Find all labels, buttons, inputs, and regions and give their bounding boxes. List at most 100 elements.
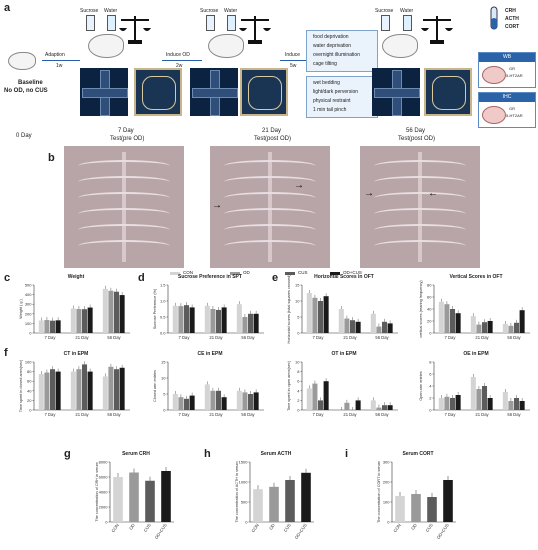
- bar-cus: [318, 301, 324, 333]
- panel-letter-h: h: [204, 448, 211, 460]
- bar-od: [108, 290, 114, 333]
- legend-swatch-cus: [285, 272, 295, 275]
- palate-photo-day7: [64, 146, 184, 268]
- bar-od: [312, 383, 318, 410]
- y-tick-label: 100: [383, 500, 390, 505]
- x-tick-label: 56 Day: [507, 412, 521, 417]
- y-tick-label: 2: [429, 396, 432, 401]
- y-tick-label: 1.5: [160, 283, 166, 288]
- y-tick-label: 8: [297, 369, 300, 374]
- day56-label: 56 Day: [406, 128, 426, 134]
- plus-maze-3: [372, 68, 420, 116]
- water-label-2: Water: [224, 8, 238, 14]
- assay-cort: CORT: [505, 24, 520, 30]
- bar-con: [395, 496, 405, 522]
- wb-box: WB GR 5-HT2AR: [478, 52, 536, 88]
- bar-od: [476, 324, 482, 333]
- adaption-label: Adaption: [45, 52, 65, 58]
- x-tick-label: 56 Day: [507, 335, 521, 340]
- y-tick-label: 200: [25, 311, 32, 316]
- bar-od-cus: [119, 295, 125, 333]
- bar-cus: [450, 398, 456, 410]
- bar-con: [102, 288, 108, 333]
- induce-od-arrow: [162, 60, 202, 61]
- bar-od-cus: [301, 472, 311, 522]
- panel-letter-g: g: [64, 448, 71, 460]
- bar-cus: [216, 390, 222, 410]
- week2-label: 2w: [176, 63, 183, 69]
- y-tick-label: 0: [297, 331, 300, 336]
- x-tick-label: 21 Day: [475, 412, 489, 417]
- y-tick-label: 10: [295, 299, 300, 304]
- bar-cus: [382, 321, 388, 333]
- bar-con: [38, 374, 44, 410]
- x-tick-label: CUS: [283, 523, 292, 533]
- baseline-label: Baseline: [18, 80, 43, 86]
- bar-od-cus: [487, 398, 493, 410]
- bar-cus: [50, 320, 56, 333]
- ihc-marker-5ht2ar: 5-HT2AR: [506, 113, 523, 118]
- bar-con: [204, 384, 210, 410]
- bar-con: [502, 392, 508, 410]
- bar-od-cus: [119, 367, 125, 410]
- bar-con: [502, 324, 508, 333]
- bar-con: [438, 301, 444, 333]
- y-tick-label: 100: [25, 360, 32, 365]
- chart-e1: Horizontal Scores in OFT 0 5 10 15 Horizontal…: [287, 274, 398, 344]
- palate-photo-day56: → ←: [360, 146, 480, 268]
- bar-od: [376, 326, 382, 333]
- bar-od-cus: [487, 321, 493, 333]
- plus-maze-1: [80, 68, 128, 116]
- y-axis-label: Sucrose Preference (%): [153, 288, 157, 329]
- bar-cus: [50, 369, 56, 410]
- bar-con: [70, 308, 76, 333]
- bar-cus: [114, 369, 120, 410]
- chart-d: Sucrose Preference in SPT 0.0 0.5 1.0 1.5Suc…: [153, 274, 264, 340]
- day21-sub: Test(post OD): [254, 136, 292, 142]
- day7-label: 7 Day: [118, 128, 134, 134]
- y-tick-label: 0.0: [160, 331, 166, 336]
- bar-od-cus: [355, 400, 361, 410]
- x-tick-label: 7 Day: [45, 412, 57, 417]
- y-tick-label: 5: [163, 392, 166, 397]
- y-tick-label: 1.0: [160, 299, 166, 304]
- y-tick-label: 4: [297, 388, 300, 393]
- y-tick-label: 10: [295, 360, 300, 365]
- bar-od-cus: [519, 310, 525, 333]
- assay-acth: ACTH: [505, 16, 519, 22]
- ihc-box: IHC GR 5-HT2AR: [478, 92, 536, 128]
- stressor-7: physical restraint: [313, 98, 351, 104]
- bar-cus: [285, 480, 295, 522]
- y-tick-label: 60: [427, 295, 432, 300]
- y-axis-label: The concentration of ACTH in serum: [235, 461, 239, 522]
- sucrose-label-2: Sucrose: [200, 8, 219, 14]
- x-tick-label: CON: [250, 523, 259, 533]
- x-tick-label: 21 Day: [209, 412, 223, 417]
- y-tick-label: 0: [29, 331, 32, 336]
- panel-letter-a: a: [4, 2, 11, 14]
- x-tick-label: 56 Day: [375, 335, 389, 340]
- y-tick-label: 60: [27, 379, 32, 384]
- bar-od: [444, 396, 450, 410]
- stressor-box-bottom: wet bedding light/dark perversion physic…: [306, 76, 378, 118]
- induce-od-label-1: Induce OD: [166, 52, 190, 58]
- y-tick-label: 0: [105, 520, 108, 525]
- bar-od: [242, 392, 248, 410]
- y-tick-label: 0.5: [160, 315, 166, 320]
- chart-c: Weight 0 100 200 300 400 500 Weight ( g ) 7 Day 2…: [19, 274, 130, 340]
- bar-od-cus: [387, 405, 393, 410]
- induce-label: Induce: [285, 52, 301, 58]
- assay-crh: CRH: [505, 8, 516, 14]
- stressor-4: cage tilting: [313, 61, 337, 67]
- bar-cus: [248, 394, 254, 410]
- y-tick-label: 300: [25, 302, 32, 307]
- chart-title: CT in EPM: [64, 351, 89, 357]
- y-tick-label: 100: [25, 321, 32, 326]
- y-tick-label: 6: [297, 379, 300, 384]
- y-tick-label: 0: [163, 408, 166, 413]
- day56-sub: Test(post OD): [398, 136, 436, 142]
- day0-label: 0 Day: [16, 133, 32, 139]
- arrow-icon-day56-left: →: [364, 188, 374, 199]
